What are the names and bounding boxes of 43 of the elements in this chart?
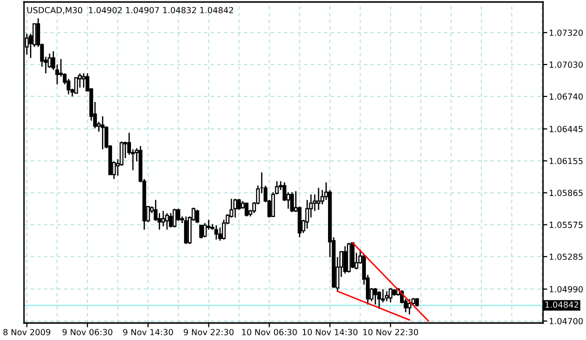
- candlestick: [74, 77, 78, 94]
- candlestick: [203, 222, 207, 238]
- candlestick: [168, 212, 173, 228]
- candlestick: [237, 198, 241, 210]
- candlestick: [195, 209, 200, 224]
- candlestick: [214, 224, 218, 240]
- candlestick: [373, 287, 378, 306]
- candlestick: [161, 210, 166, 227]
- y-tick-label: 1.05865: [550, 190, 583, 196]
- y-tick-label: 1.07030: [550, 62, 583, 68]
- candlestick: [184, 216, 188, 245]
- x-tick-label: 10 Nov 22:30: [363, 328, 418, 336]
- y-tick-label: 1.05575: [550, 222, 583, 228]
- candlestick: [290, 192, 294, 213]
- candlestick: [218, 226, 222, 242]
- candlestick: [408, 298, 412, 316]
- y-tick-label: 1.07320: [550, 30, 583, 36]
- x-tick-label: 10 Nov 06:30: [242, 328, 297, 336]
- x-tick-label: 10 Nov 14:30: [302, 328, 358, 336]
- candlestick: [100, 116, 104, 150]
- candlestick: [172, 208, 176, 228]
- candlestick: [388, 287, 392, 303]
- y-tick-label: 1.05285: [550, 254, 583, 260]
- candlestick: [244, 202, 248, 218]
- x-tick-label: 9 Nov 06:30: [62, 328, 112, 336]
- y-tick-label: 1.04990: [550, 286, 583, 292]
- text: USDCAD,M30 1.04902 1.04907 1.04832 1.04842: [27, 6, 234, 14]
- candlestick: [316, 187, 320, 210]
- candlestick: [233, 198, 238, 218]
- y-tick-label: 1.06740: [550, 93, 583, 100]
- candlestick: [377, 290, 382, 310]
- x-tick-label: 9 Nov 14:30: [123, 328, 173, 336]
- candlestick: [384, 290, 389, 302]
- y-tick-label: 1.06155: [550, 158, 583, 164]
- candlestick: [199, 224, 203, 240]
- candlestick: [82, 72, 86, 88]
- x-tick-label: 9 Nov 22:30: [184, 328, 234, 336]
- candlestick: [165, 212, 169, 230]
- y-tick-label: 1.04700: [550, 318, 583, 324]
- ref-line-label: 1.04842: [545, 302, 578, 308]
- candlestick: [343, 246, 347, 274]
- x-tick-label: 8 Nov 2009: [3, 328, 50, 336]
- y-tick-label: 1.06445: [550, 126, 583, 132]
